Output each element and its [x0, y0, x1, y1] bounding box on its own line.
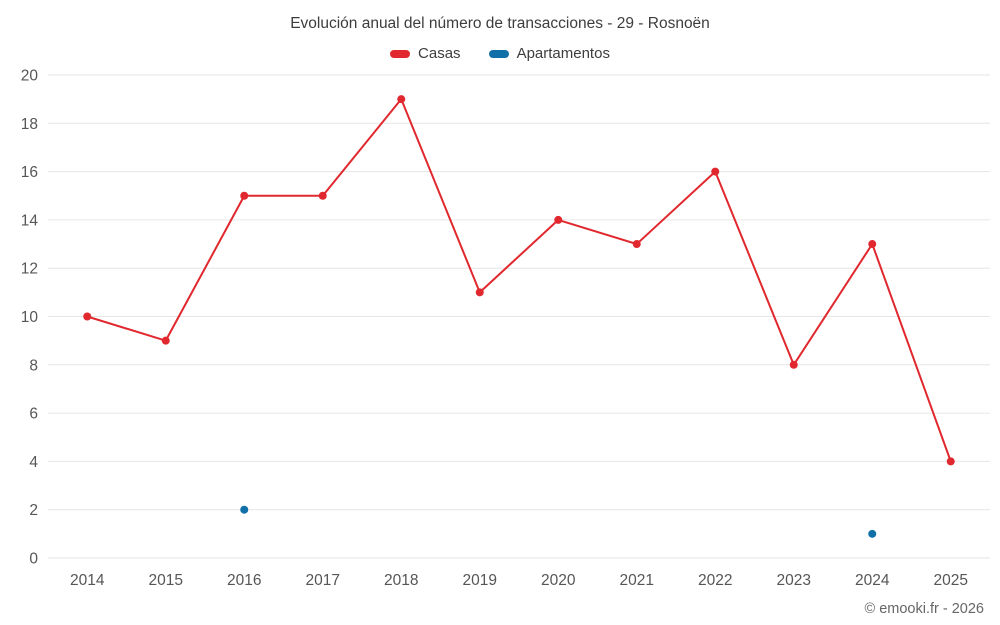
- x-tick-label: 2024: [855, 572, 890, 589]
- y-tick-label: 0: [29, 551, 38, 568]
- x-tick-label: 2018: [384, 572, 418, 589]
- chart-title: Evolución anual del número de transaccio…: [290, 15, 710, 32]
- data-point-casas-2020: [554, 215, 563, 224]
- y-tick-label: 14: [21, 212, 39, 229]
- legend: Casas Apartamentos: [0, 45, 1000, 62]
- x-tick-label: 2021: [620, 572, 654, 589]
- data-point-casas-2016: [240, 191, 249, 200]
- y-tick-label: 16: [21, 164, 38, 181]
- x-tick-label: 2020: [541, 572, 576, 589]
- data-point-apartamentos-2024: [868, 529, 877, 538]
- legend-label-apartamentos: Apartamentos: [516, 45, 610, 62]
- legend-item-casas[interactable]: Casas: [390, 45, 461, 62]
- legend-label-casas: Casas: [418, 45, 461, 62]
- legend-swatch-apartamentos: [488, 49, 509, 58]
- data-point-casas-2019: [475, 288, 484, 297]
- x-tick-label: 2023: [777, 572, 811, 589]
- x-tick-label: 2016: [227, 572, 261, 589]
- data-point-casas-2014: [83, 312, 92, 321]
- data-point-casas-2024: [868, 240, 877, 249]
- y-tick-label: 18: [21, 116, 38, 133]
- y-tick-label: 4: [29, 454, 38, 471]
- data-point-casas-2015: [161, 336, 170, 345]
- y-tick-label: 12: [21, 261, 38, 278]
- data-point-casas-2025: [946, 457, 955, 466]
- legend-item-apartamentos[interactable]: Apartamentos: [488, 45, 610, 62]
- y-tick-label: 20: [21, 68, 39, 85]
- y-tick-label: 6: [29, 406, 38, 423]
- y-tick-label: 2: [29, 502, 38, 519]
- copyright-footer: © emooki.fr - 2026: [864, 601, 984, 617]
- data-point-casas-2017: [318, 191, 327, 200]
- x-tick-label: 2014: [70, 572, 105, 589]
- data-point-casas-2021: [632, 240, 641, 249]
- x-tick-label: 2019: [463, 572, 497, 589]
- data-point-casas-2022: [711, 167, 720, 176]
- x-tick-label: 2015: [149, 572, 183, 589]
- x-tick-label: 2017: [306, 572, 340, 589]
- data-point-casas-2018: [397, 95, 406, 104]
- series-line-casas: [86, 98, 952, 463]
- x-tick-label: 2022: [698, 572, 732, 589]
- y-tick-label: 8: [29, 357, 38, 374]
- data-point-casas-2023: [789, 360, 798, 369]
- y-tick-label: 10: [21, 309, 39, 326]
- legend-swatch-casas: [390, 49, 411, 58]
- x-tick-label: 2025: [934, 572, 968, 589]
- data-point-apartamentos-2016: [240, 505, 249, 514]
